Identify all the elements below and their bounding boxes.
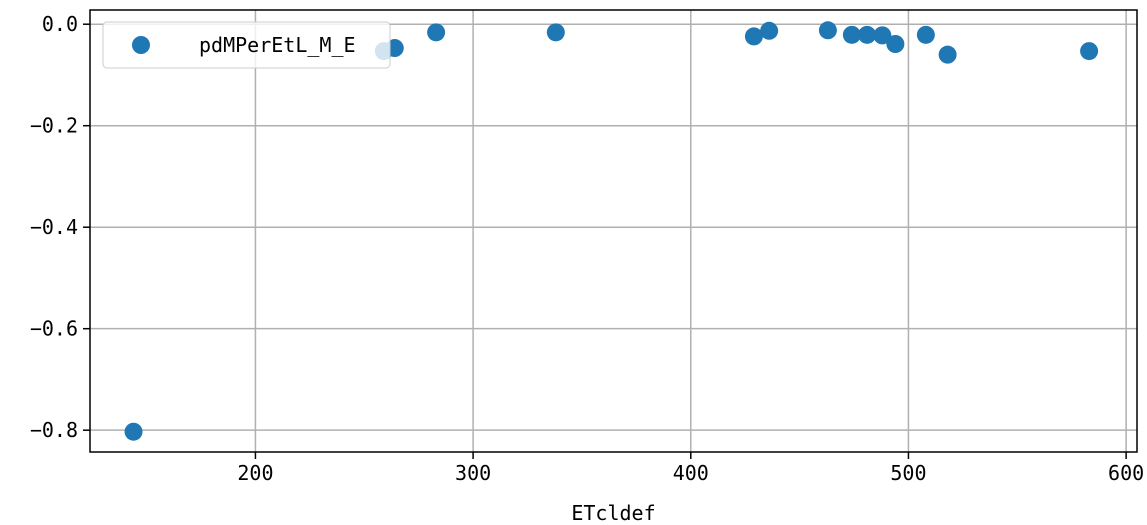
y-tick-label: −0.8 <box>30 418 78 442</box>
x-tick-label: 400 <box>673 461 709 485</box>
data-point <box>886 35 905 53</box>
data-point <box>546 23 565 42</box>
data-point <box>858 25 877 44</box>
x-tick-label: 500 <box>890 461 926 485</box>
grid-lines <box>90 10 1137 452</box>
axes-frame <box>89 9 1138 453</box>
x-tick-label: 200 <box>237 461 273 485</box>
legend-label: pdMPerEtL_M_E <box>199 33 356 57</box>
x-tick-label: 600 <box>1108 461 1144 485</box>
x-axis-label: ETcldef <box>571 501 655 525</box>
data-point <box>427 23 446 42</box>
legend-marker <box>132 36 150 54</box>
data-point <box>873 26 892 45</box>
legend-box <box>102 21 391 69</box>
data-point <box>938 45 957 64</box>
data-point <box>842 25 861 44</box>
ticks: 200 300 400 500 600 0.0 −0.2 −0.4 −0.6 −0.8 <box>30 12 1144 485</box>
data-point <box>818 21 837 40</box>
data-point <box>1080 42 1099 61</box>
data-point <box>760 21 779 40</box>
y-tick-label: −0.2 <box>30 114 78 138</box>
data-point <box>744 27 763 46</box>
legend: pdMPerEtL_M_E <box>102 21 391 69</box>
y-tick-label: −0.4 <box>30 215 78 239</box>
data-point <box>916 25 935 44</box>
y-tick-label: 0.0 <box>42 12 78 36</box>
data-points <box>124 21 1099 441</box>
y-tick-label: −0.6 <box>30 317 78 341</box>
x-tick-label: 300 <box>455 461 491 485</box>
data-point <box>124 422 143 441</box>
